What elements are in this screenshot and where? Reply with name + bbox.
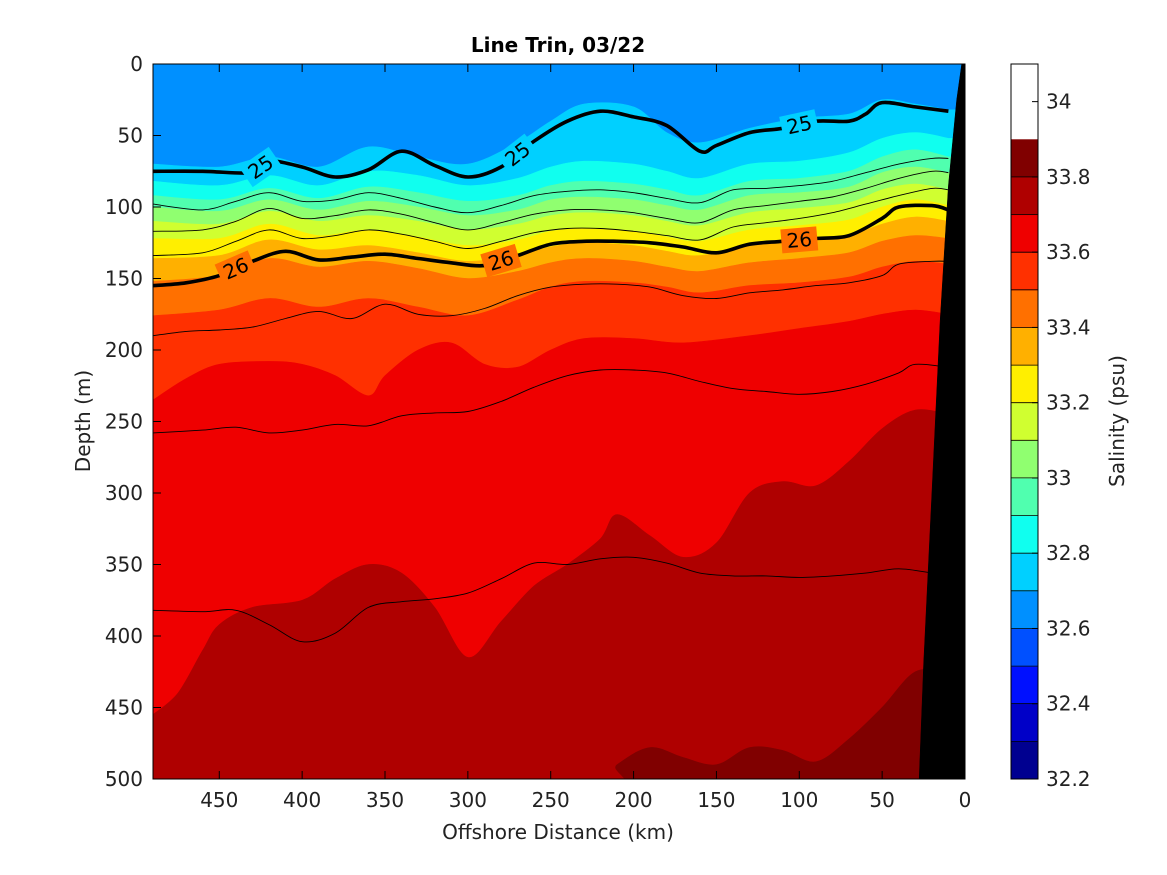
colorbar-tick-label: 32.8	[1046, 541, 1091, 565]
colorbar-swatch	[1011, 553, 1038, 592]
y-tick-label: 300	[105, 481, 143, 505]
x-tick-label: 150	[697, 788, 735, 812]
colorbar: 32.2 32.4 32.6 32.8 33 33.2 33.4 33.6 33.8 34 Sal…	[1010, 63, 1129, 791]
colorbar-tick-label: 33.4	[1046, 315, 1091, 339]
colorbar-swatch	[1011, 628, 1038, 667]
colorbar-swatch	[1011, 139, 1038, 178]
chart-title: Line Trin, 03/22	[471, 33, 645, 57]
colorbar-swatch	[1011, 515, 1038, 554]
colorbar-tick-label: 33.2	[1046, 391, 1091, 415]
contour-label: 25	[779, 109, 820, 141]
y-tick-label: 450	[105, 696, 143, 720]
colorbar-tick-label: 33.8	[1046, 165, 1091, 189]
density-contour-bold	[153, 203, 949, 288]
density-contour	[153, 157, 949, 214]
colorbar-tick-label: 32.2	[1046, 767, 1091, 791]
y-tick-label: 500	[105, 767, 143, 791]
x-tick-label: 100	[780, 788, 818, 812]
density-contour	[153, 556, 949, 643]
y-tick-label: 50	[118, 124, 143, 148]
colorbar-swatch	[1011, 666, 1038, 705]
colorbar-frame	[1010, 63, 1039, 780]
colorbar-swatch	[1011, 176, 1038, 216]
x-tick-label: 200	[614, 788, 652, 812]
colorbar-tick-label: 32.4	[1046, 692, 1091, 716]
salinity-band	[153, 409, 965, 779]
colorbar-swatch	[1011, 703, 1038, 742]
y-tick-label: 0	[130, 52, 143, 76]
x-axis-label: Offshore Distance (km)	[442, 820, 674, 844]
colorbar-tick-label: 33	[1046, 466, 1071, 490]
density-contour	[153, 187, 949, 257]
y-tick-label: 100	[105, 195, 143, 219]
y-tick-label: 200	[105, 338, 143, 362]
colorbar-tick-label: 33.6	[1046, 240, 1091, 264]
colorbar-swatch	[1011, 214, 1038, 253]
colorbar-swatch	[1011, 440, 1038, 479]
colorbar-swatch	[1011, 477, 1038, 517]
colorbar-label: Salinity (psu)	[1105, 355, 1129, 487]
colorbar-swatch	[1011, 590, 1038, 629]
bathymetry-mask	[918, 64, 965, 779]
colorbar-tick-label: 34	[1046, 90, 1071, 114]
colorbar-swatch	[1011, 327, 1038, 366]
contour-label-text: 26	[786, 227, 813, 253]
x-tick-label: 350	[366, 788, 404, 812]
x-tick-label: 0	[959, 788, 972, 812]
colorbar-swatch	[1011, 402, 1038, 441]
y-tick-label: 150	[105, 267, 143, 291]
y-axis: 0 50 100 150 200 250 300 350 400 450 500	[105, 52, 965, 791]
density-contour	[153, 170, 949, 232]
x-tick-label: 450	[200, 788, 238, 812]
colorbar-swatch	[1011, 289, 1038, 328]
x-tick-label: 400	[283, 788, 321, 812]
y-axis-label: Depth (m)	[71, 370, 95, 472]
contour-label-text: 25	[784, 110, 814, 139]
x-tick-label: 250	[532, 788, 570, 812]
y-tick-label: 400	[105, 624, 143, 648]
x-axis: 450 400 350 300 250 200 150 100 50 0	[200, 64, 971, 812]
y-tick-label: 350	[105, 553, 143, 577]
density-contour	[153, 260, 949, 337]
colorbar-swatch	[1011, 252, 1038, 291]
density-contour-bold	[153, 100, 949, 179]
y-tick-label: 250	[105, 410, 143, 434]
salinity-band	[615, 668, 965, 779]
colorbar-tick-label: 32.6	[1046, 616, 1091, 640]
colorbar-swatch	[1011, 741, 1038, 779]
colorbar-swatch	[1011, 365, 1038, 404]
contour-label: 26	[780, 226, 819, 254]
x-tick-label: 50	[869, 788, 894, 812]
density-contour	[153, 363, 949, 434]
x-tick-label: 300	[449, 788, 487, 812]
